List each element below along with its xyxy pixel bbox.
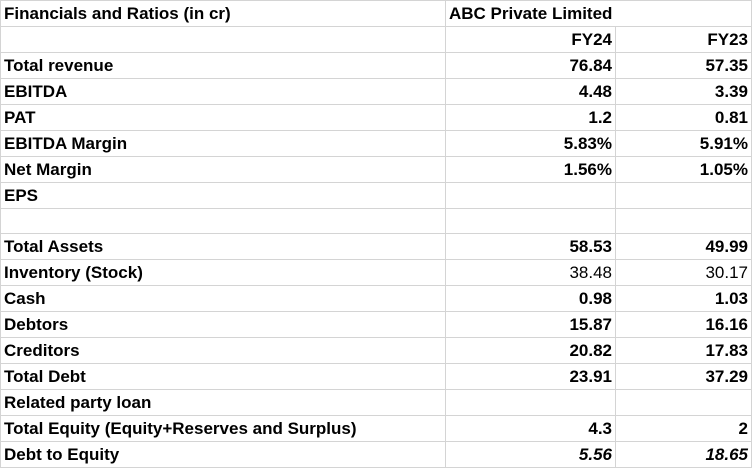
row-label[interactable]: EPS xyxy=(0,182,446,209)
company-name[interactable]: ABC Private Limited xyxy=(445,0,752,27)
row-label[interactable]: Debt to Equity xyxy=(0,441,446,468)
fy24-value[interactable]: 1.56% xyxy=(445,156,616,183)
column-header-fy24[interactable]: FY24 xyxy=(445,26,616,53)
row-label[interactable]: Related party loan xyxy=(0,389,446,416)
fy23-value[interactable]: 0.81 xyxy=(615,104,752,131)
fy23-value[interactable] xyxy=(615,208,752,234)
fy23-value[interactable]: 1.05% xyxy=(615,156,752,183)
fy23-value[interactable]: 16.16 xyxy=(615,311,752,338)
fy24-value[interactable]: 4.48 xyxy=(445,78,616,105)
fy23-value[interactable]: 30.17 xyxy=(615,259,752,286)
row-label[interactable]: Cash xyxy=(0,285,446,312)
row-label[interactable]: Debtors xyxy=(0,311,446,338)
table-row: Net Margin 1.56% 1.05% xyxy=(0,156,752,183)
table-row: Debt to Equity 5.56 18.65 xyxy=(0,441,752,468)
row-label[interactable]: Total revenue xyxy=(0,52,446,79)
fy24-value[interactable] xyxy=(445,182,616,209)
fy23-value[interactable] xyxy=(615,182,752,209)
fy24-value[interactable]: 0.98 xyxy=(445,285,616,312)
fy24-value[interactable]: 23.91 xyxy=(445,363,616,390)
fy24-value[interactable]: 76.84 xyxy=(445,52,616,79)
fy24-value[interactable]: 5.83% xyxy=(445,130,616,157)
fy24-value[interactable]: 15.87 xyxy=(445,311,616,338)
fy23-value[interactable]: 2 xyxy=(615,415,752,442)
table-row xyxy=(0,208,752,234)
row-label[interactable] xyxy=(0,208,446,234)
row-label[interactable]: Total Equity (Equity+Reserves and Surplu… xyxy=(0,415,446,442)
row-label[interactable]: Net Margin xyxy=(0,156,446,183)
row-label[interactable]: Total Debt xyxy=(0,363,446,390)
fy23-value[interactable]: 57.35 xyxy=(615,52,752,79)
table-row: EBITDA 4.48 3.39 xyxy=(0,78,752,105)
fy23-value[interactable]: 49.99 xyxy=(615,233,752,260)
fy24-value[interactable] xyxy=(445,389,616,416)
table-row: EPS xyxy=(0,182,752,209)
row-label[interactable]: Creditors xyxy=(0,337,446,364)
fy24-value[interactable]: 20.82 xyxy=(445,337,616,364)
row-label[interactable]: Total Assets xyxy=(0,233,446,260)
table-row: Inventory (Stock) 38.48 30.17 xyxy=(0,259,752,286)
table-row: Total Assets 58.53 49.99 xyxy=(0,233,752,260)
fy24-value[interactable]: 58.53 xyxy=(445,233,616,260)
year-header-row: FY24 FY23 xyxy=(0,26,752,53)
fy23-value[interactable]: 17.83 xyxy=(615,337,752,364)
empty-cell[interactable] xyxy=(0,26,446,53)
row-label[interactable]: Inventory (Stock) xyxy=(0,259,446,286)
table-row: PAT 1.2 0.81 xyxy=(0,104,752,131)
table-row: Total revenue 76.84 57.35 xyxy=(0,52,752,79)
row-label[interactable]: EBITDA xyxy=(0,78,446,105)
fy23-value[interactable]: 37.29 xyxy=(615,363,752,390)
row-label[interactable]: PAT xyxy=(0,104,446,131)
table-row: Debtors 15.87 16.16 xyxy=(0,311,752,338)
fy23-value[interactable]: 5.91% xyxy=(615,130,752,157)
fy23-value[interactable]: 18.65 xyxy=(615,441,752,468)
fy23-value[interactable]: 1.03 xyxy=(615,285,752,312)
fy24-value[interactable] xyxy=(445,208,616,234)
fy24-value[interactable]: 5.56 xyxy=(445,441,616,468)
header-row: Financials and Ratios (in cr) ABC Privat… xyxy=(0,0,752,27)
row-label[interactable]: EBITDA Margin xyxy=(0,130,446,157)
fy24-value[interactable]: 1.2 xyxy=(445,104,616,131)
table-row: Creditors 20.82 17.83 xyxy=(0,337,752,364)
fy23-value[interactable]: 3.39 xyxy=(615,78,752,105)
fy24-value[interactable]: 38.48 xyxy=(445,259,616,286)
table-title[interactable]: Financials and Ratios (in cr) xyxy=(0,0,446,27)
table-row: EBITDA Margin 5.83% 5.91% xyxy=(0,130,752,157)
table-row: Cash 0.98 1.03 xyxy=(0,285,752,312)
column-header-fy23[interactable]: FY23 xyxy=(615,26,752,53)
fy23-value[interactable] xyxy=(615,389,752,416)
table-row: Related party loan xyxy=(0,389,752,416)
table-row: Total Debt 23.91 37.29 xyxy=(0,363,752,390)
fy24-value[interactable]: 4.3 xyxy=(445,415,616,442)
table-row: Total Equity (Equity+Reserves and Surplu… xyxy=(0,415,752,442)
